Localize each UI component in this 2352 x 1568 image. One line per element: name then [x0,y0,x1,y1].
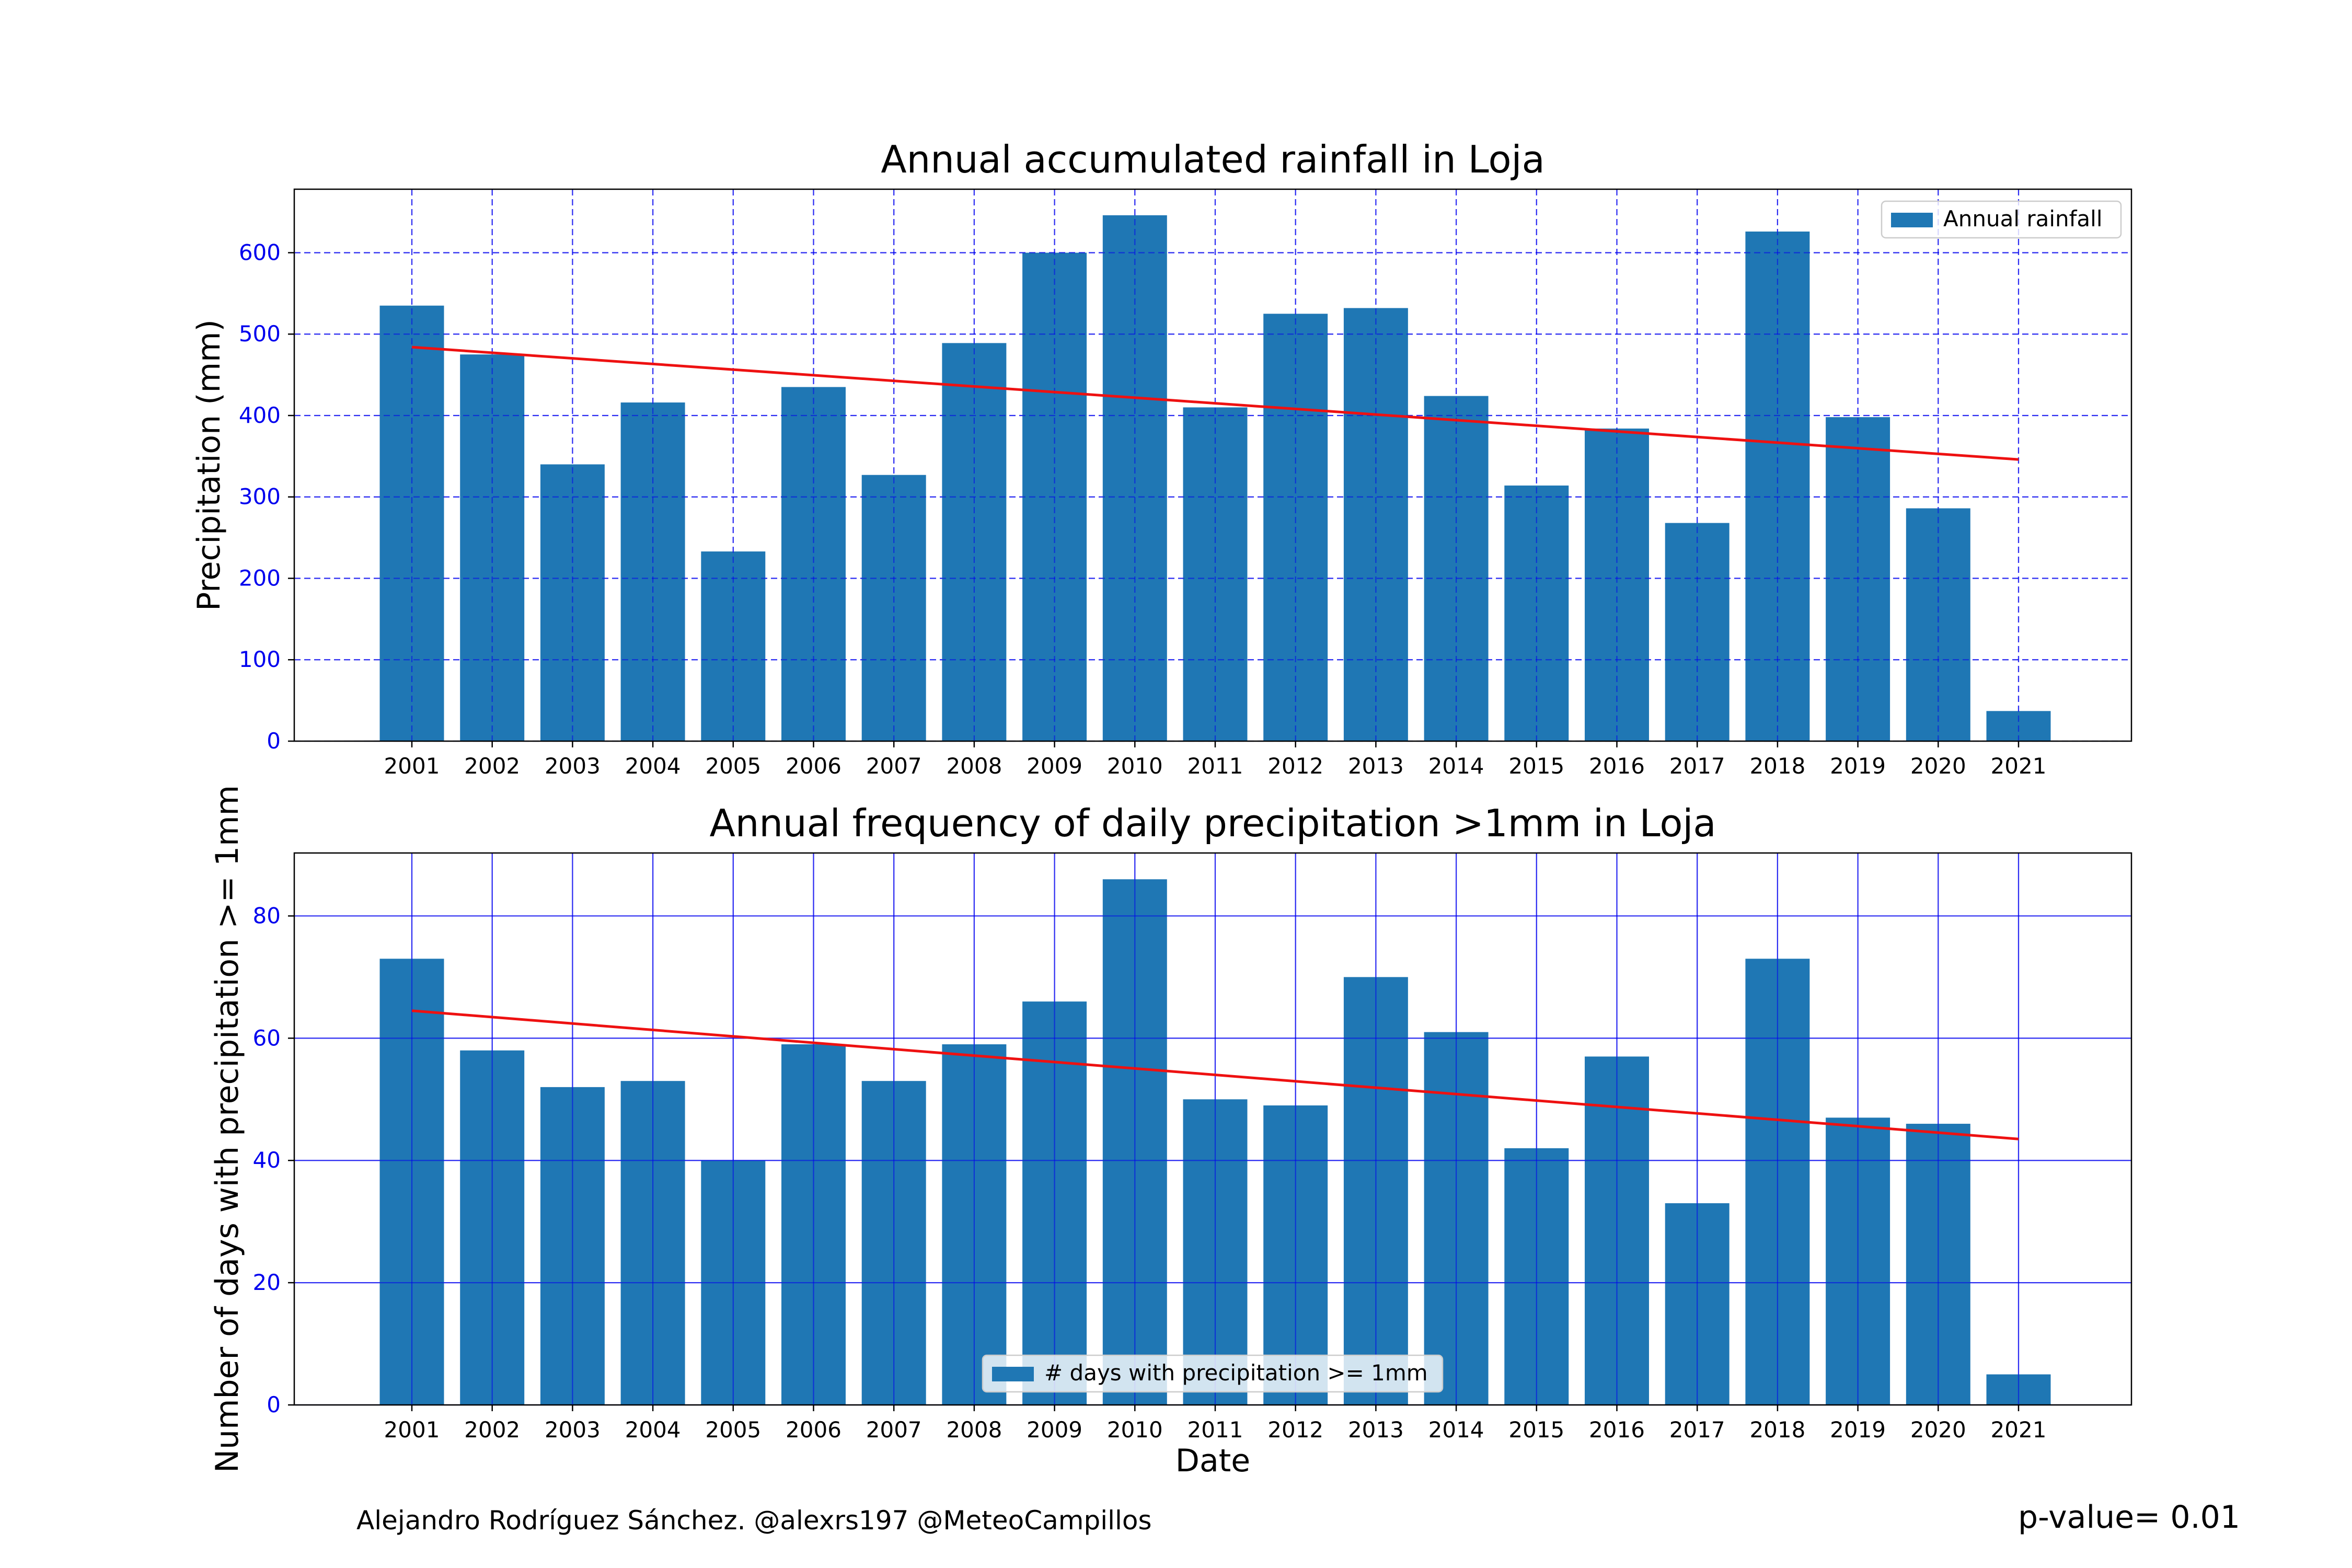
bar [1745,231,1810,741]
y-axis-label: Number of days with precipitation >= 1mm [209,785,246,1473]
legend-swatch [992,1367,1034,1381]
x-tick-label: 2011 [1187,1417,1243,1443]
y-tick-label: 20 [253,1270,281,1295]
legend-box [1881,200,2122,239]
x-tick-label: 2012 [1267,753,1323,779]
x-tick-label: 2003 [545,753,601,779]
x-tick-label: 2002 [464,1417,520,1443]
x-tick-label: 2012 [1267,1417,1323,1443]
x-tick-label: 2014 [1428,753,1484,779]
x-tick-label: 2014 [1428,1417,1484,1443]
bar [781,387,846,741]
chart-title: Annual accumulated rainfall in Loja [881,137,1544,181]
x-tick-label: 2008 [946,1417,1002,1443]
y-tick-label: 0 [267,728,281,754]
x-tick-label: 2017 [1669,1417,1725,1443]
x-tick-label: 2001 [384,753,440,779]
y-tick-label: 100 [239,647,281,672]
x-tick-label: 2020 [1910,753,1966,779]
x-tick-label: 2013 [1348,753,1404,779]
legend-label: # days with precipitation >= 1mm [1044,1360,1428,1386]
x-ticks: 2001 2002 2003 2004 2005 2006 2007 2008 2009 2010… [384,741,2047,779]
plot-frame [293,188,2132,742]
y-ticks: 0 100 200 300 400 500 600 [239,239,294,754]
legend: # days with precipitation >= 1mm [982,1354,1444,1393]
p-value-label: p-value= 0.01 [2018,1499,2240,1536]
trend-line [411,1009,2019,1140]
x-tick-label: 2004 [625,1417,681,1443]
x-tick-label: 2018 [1749,753,1805,779]
y-tick-label: 0 [267,1392,281,1417]
legend-swatch [1891,213,1933,227]
legend-box [982,1354,1444,1393]
y-tick-label: 200 [239,565,281,591]
y-tick-label: 400 [239,402,281,428]
rain-days-chart: 2001 2002 2003 2004 2005 2006 2007 2008 2009 2010… [209,785,2132,1479]
x-tick-label: 2005 [705,1417,761,1443]
x-tick-label: 2002 [464,753,520,779]
x-tick-label: 2019 [1830,1417,1886,1443]
y-tick-label: 600 [239,239,281,265]
x-tick-label: 2018 [1749,1417,1805,1443]
x-tick-label: 2020 [1910,1417,1966,1443]
x-tick-label: 2013 [1348,1417,1404,1443]
y-tick-label: 80 [253,903,281,928]
author-credit: Alejandro Rodríguez Sánchez. @alexrs197 … [356,1505,1152,1536]
x-tick-label: 2007 [866,753,922,779]
x-tick-label: 2005 [705,753,761,779]
x-tick-label: 2004 [625,753,681,779]
x-tick-label: 2010 [1107,753,1163,779]
x-tick-label: 2009 [1027,753,1082,779]
trend-line [411,345,2019,461]
rainfall-chart: 2001 2002 2003 2004 2005 2006 2007 2008 2009 2010… [191,137,2132,779]
x-tick-label: 2010 [1107,1417,1163,1443]
x-tick-label: 2011 [1187,753,1243,779]
bar [1585,428,1649,741]
x-axis-label: Date [1175,1443,1250,1479]
x-tick-label: 2021 [1991,1417,2047,1443]
grid-overlay [294,189,2131,741]
y-tick-label: 60 [253,1025,281,1051]
plot-frame [293,852,2132,1406]
y-tick-label: 40 [253,1147,281,1173]
x-tick-label: 2015 [1508,1417,1564,1443]
y-tick-label: 500 [239,321,281,347]
x-tick-label: 2017 [1669,753,1725,779]
x-tick-label: 2021 [1991,753,2047,779]
y-tick-label: 300 [239,484,281,510]
x-tick-label: 2016 [1589,1417,1645,1443]
x-tick-label: 2003 [545,1417,601,1443]
x-tick-label: 2001 [384,1417,440,1443]
x-tick-label: 2019 [1830,753,1886,779]
x-tick-label: 2015 [1508,753,1564,779]
x-ticks: 2001 2002 2003 2004 2005 2006 2007 2008 2009 2010… [384,1405,2047,1443]
y-ticks: 0 20 40 60 80 [253,903,294,1417]
chart-title: Annual frequency of daily precipitation … [709,801,1716,845]
x-tick-label: 2006 [786,1417,841,1443]
x-tick-label: 2016 [1589,753,1645,779]
bar [1504,485,1569,741]
y-axis-label: Precipitation (mm) [191,319,227,611]
x-tick-label: 2008 [946,753,1002,779]
x-tick-label: 2007 [866,1417,922,1443]
x-tick-label: 2009 [1027,1417,1082,1443]
x-tick-label: 2006 [786,753,841,779]
grid-overlay [294,853,2131,1405]
legend: Annual rainfall [1881,200,2122,239]
legend-label: Annual rainfall [1943,206,2103,232]
